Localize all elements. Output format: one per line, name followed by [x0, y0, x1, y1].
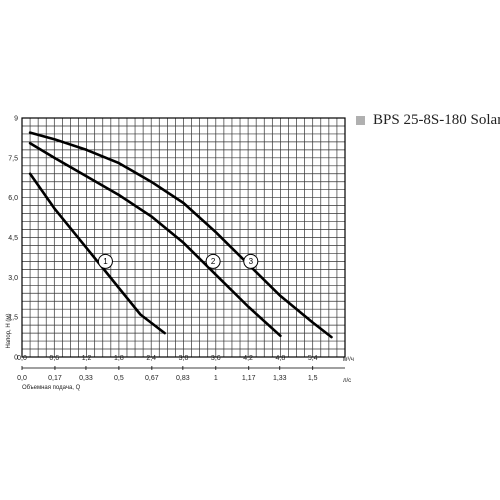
curve-marker-2: [205, 253, 221, 269]
y-tick-label: 1,5: [8, 315, 18, 322]
grid: [22, 118, 345, 357]
x-tick-label-secondary: 1,33: [273, 375, 287, 382]
curve-2: [28, 141, 282, 338]
x-axis-unit-primary: м³/ч: [343, 357, 354, 363]
y-tick-label: 3,0: [8, 275, 18, 282]
x-tick-label-secondary: 1,17: [242, 375, 256, 382]
curve-marker-3: [243, 253, 259, 269]
x-tick-label-secondary: 0,83: [176, 375, 190, 382]
curve-marker-1: [97, 253, 113, 269]
y-tick-label: 4,5: [8, 235, 18, 242]
plot-frame: [21, 117, 346, 358]
y-axis-title: Напор, Н (м): [6, 313, 12, 348]
series-layer: 1 2 3: [28, 131, 333, 339]
x-tick-label-secondary: 1,5: [308, 375, 318, 382]
x-tick-label-primary: 1,8: [114, 355, 124, 362]
legend-swatch: [356, 116, 365, 125]
x-tick-label-secondary: 0,67: [145, 375, 159, 382]
y-tick-label: 0: [14, 355, 18, 362]
x-tick-label-secondary: 1: [214, 375, 218, 382]
x-tick-label-primary: 5,4: [308, 355, 318, 362]
tick-labels: 0 1,5 3,0 4,5 6,0 7,5 9 0,0 0,6 1,2 1,8 2,4 3,0 3,6 4,…: [8, 116, 345, 382]
y-tick-label: 7,5: [8, 155, 18, 162]
x-tick-label-secondary: 0,5: [114, 375, 124, 382]
x-tick-label-primary: 4,8: [276, 355, 286, 362]
x-tick-label-secondary: 0,17: [48, 375, 62, 382]
x-tick-label-primary: 1,2: [82, 355, 92, 362]
x-tick-label-primary: 0,0: [17, 355, 27, 362]
curve-label-1: 1: [103, 257, 108, 266]
legend: BPS 25-8S-180 Solar: [356, 112, 500, 129]
x-tick-label-primary: 4,2: [243, 355, 253, 362]
x-axis-unit-secondary: л/с: [343, 378, 351, 384]
x-tick-label-primary: 3,0: [179, 355, 189, 362]
curve-label-3: 3: [249, 257, 254, 266]
x-tick-label-secondary: 0,0: [17, 375, 27, 382]
x-axis-title: Объемная подача, Q: [22, 385, 81, 391]
y-tick-label: 6,0: [8, 195, 18, 202]
curve-label-2: 2: [211, 257, 216, 266]
x-tick-label-primary: 3,6: [211, 355, 221, 362]
y-tick-label: 9: [14, 116, 18, 123]
curve-3: [28, 131, 333, 339]
chart-title: BPS 25-8S-180 Solar: [373, 112, 500, 128]
x-tick-label-primary: 0,6: [49, 355, 59, 362]
x-tick-label-secondary: 0,33: [79, 375, 93, 382]
x-tick-label-primary: 2,4: [146, 355, 156, 362]
